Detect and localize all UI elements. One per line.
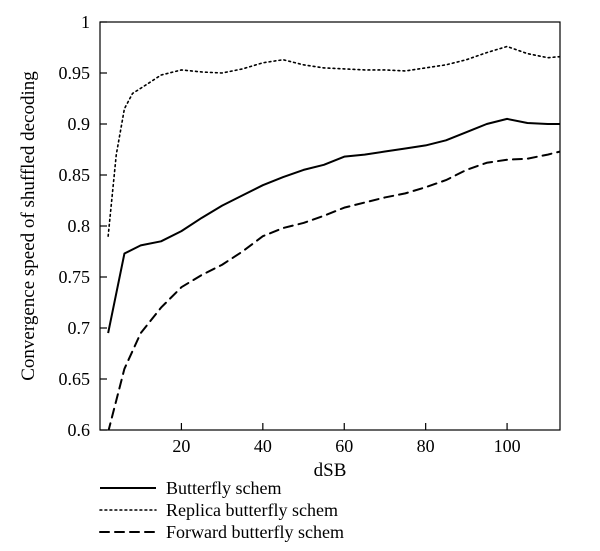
- y-tick-label: 0.9: [68, 114, 91, 134]
- y-tick-label: 0.95: [59, 63, 91, 83]
- y-tick-label: 0.65: [59, 369, 91, 389]
- y-axis-label: Convergence speed of shuffled decoding: [18, 71, 39, 381]
- legend-label-2: Forward butterfly schem: [166, 522, 344, 542]
- y-tick-label: 0.85: [59, 165, 91, 185]
- x-axis-label: dSB: [314, 460, 347, 481]
- legend-label-0: Butterfly schem: [166, 478, 281, 498]
- x-tick-label: 60: [335, 436, 353, 456]
- y-tick-label: 0.6: [68, 420, 91, 440]
- y-tick-label: 0.7: [68, 318, 91, 338]
- x-tick-label: 40: [254, 436, 272, 456]
- y-tick-label: 0.8: [68, 216, 91, 236]
- x-tick-label: 20: [172, 436, 190, 456]
- line-chart: 20 40 60 80 100 0.6 0.65 0.7 0.75 0.8 0.85 0.9 0.95 1…: [0, 0, 600, 551]
- legend-label-1: Replica butterfly schem: [166, 500, 338, 520]
- x-tick-label: 80: [417, 436, 435, 456]
- chart-background: [0, 0, 600, 551]
- y-tick-label: 0.75: [59, 267, 91, 287]
- x-tick-label: 100: [494, 436, 521, 456]
- y-tick-label: 1: [81, 12, 90, 32]
